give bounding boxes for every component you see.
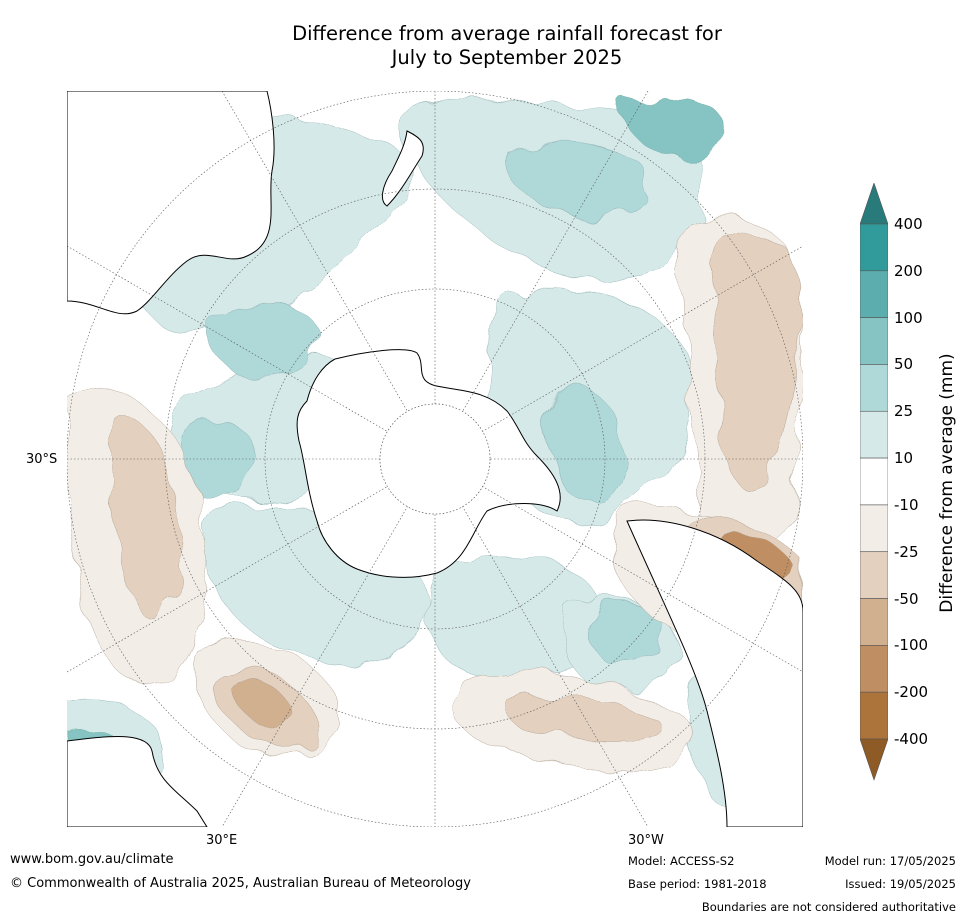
colorbar-segment [860, 691, 888, 740]
dry-region [232, 680, 298, 730]
colorbar-tick-label: 10 [894, 449, 914, 468]
colorbar-segment [860, 410, 888, 459]
dry-region [714, 233, 803, 493]
copyright-text: © Commonwealth of Australia 2025, Austra… [10, 876, 471, 891]
colorbar [860, 183, 888, 781]
colorbar-segment [860, 598, 888, 646]
wet-region [505, 140, 649, 217]
colorbar-tick-label: 200 [894, 261, 923, 280]
pole-cap [379, 403, 491, 515]
colorbar-segment [860, 270, 888, 318]
dry-region [504, 697, 661, 741]
model-text: Model: ACCESS-S2 [628, 854, 735, 868]
colorbar-tick-label: 25 [894, 402, 914, 421]
africa [67, 736, 208, 827]
colorbar-segment [860, 551, 888, 599]
wet-region [588, 604, 668, 665]
colorbar-segment [860, 504, 888, 553]
colorbar-tick-label: 400 [894, 215, 923, 233]
colorbar-segment [860, 645, 888, 693]
title-line-1: Difference from average rainfall forecas… [292, 22, 722, 45]
colorbar-bottom-arrow [860, 738, 888, 781]
wet-region [210, 300, 318, 377]
colorbar-segments [860, 223, 888, 740]
wet-region [545, 389, 623, 502]
wet-region [623, 97, 728, 156]
colorbar-segment [860, 317, 888, 365]
issued-text: Issued: 19/05/2025 [845, 877, 956, 891]
map-svg [67, 91, 803, 827]
south-america [626, 519, 803, 827]
new-zealand [381, 130, 424, 207]
latitude-label-30s: 30°S [26, 452, 58, 467]
latitude-circle [264, 288, 606, 630]
longitude-label-30e: 30°E [206, 833, 238, 848]
colorbar-segment [860, 364, 888, 412]
colorbar-tick-label: -100 [894, 636, 929, 655]
rainfall-map [67, 91, 803, 827]
colorbar-tick-label: 50 [894, 355, 914, 374]
colorbar-segment [860, 457, 888, 506]
colorbar-tick-label: -400 [894, 730, 929, 748]
dry-region [110, 419, 181, 622]
title-line-2: July to September 2025 [391, 46, 623, 69]
colorbar-tick-label: -200 [894, 683, 929, 702]
colorbar-segment [860, 223, 888, 272]
legend-title: Difference from average (mm) [937, 353, 957, 613]
australia [67, 91, 275, 315]
website-text: www.bom.gov.au/climate [10, 852, 174, 867]
longitude-label-30w: 30°W [628, 833, 664, 848]
disclaimer-text: Boundaries are not considered authoritat… [701, 900, 956, 914]
colorbar-tick-label: -25 [894, 542, 919, 561]
map-title: Difference from average rainfall forecas… [67, 22, 947, 70]
colorbar-tick-label: -10 [894, 495, 919, 514]
base-period-text: Base period: 1981-2018 [628, 877, 767, 891]
colorbar-tick-label: 100 [894, 308, 923, 327]
model-run-text: Model run: 17/05/2025 [824, 854, 956, 868]
colorbar-tick-label: -50 [894, 589, 919, 608]
colorbar-top-arrow [860, 183, 888, 225]
